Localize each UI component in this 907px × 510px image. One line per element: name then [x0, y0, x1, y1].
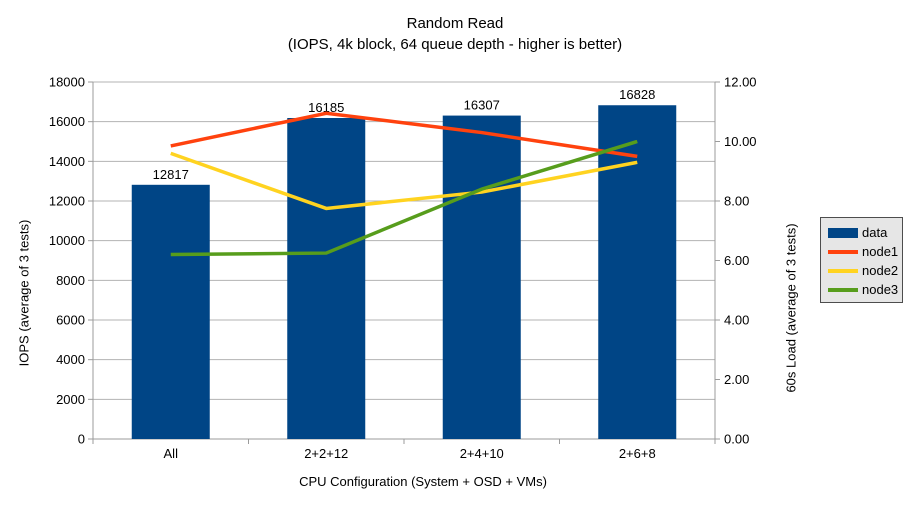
chart-title-line1: Random Read	[406, 15, 504, 32]
bar-2+2+12	[287, 117, 366, 439]
x-category-label: 2+6+8	[619, 446, 656, 461]
y-left-tick-label: 12000	[49, 194, 85, 209]
legend-swatch-node1-icon	[828, 249, 858, 254]
bar-2+4+10	[442, 115, 521, 440]
y-right-tick-label: 10.00	[724, 134, 757, 149]
series-line-node2	[170, 151, 638, 211]
bar-All	[131, 184, 210, 439]
legend-label-node1: node1	[862, 244, 899, 259]
legend-item-node2: node2	[828, 261, 902, 280]
chart-title: Random Read (IOPS, 4k block, 64 queue de…	[0, 13, 907, 55]
series-line-node1	[170, 111, 638, 159]
x-category-label: 2+4+10	[460, 446, 504, 461]
legend-label-node2: node2	[862, 263, 899, 278]
y-right-tick-label: 2.00	[724, 372, 749, 387]
y-left-tick-label: 6000	[56, 313, 85, 328]
legend-swatch-data-icon	[828, 227, 858, 238]
legend: data node1 node2 node3	[820, 217, 903, 303]
y-left-tick-label: 4000	[56, 352, 85, 367]
bar-2+6+8	[598, 105, 677, 440]
x-category-label: 2+2+12	[304, 446, 348, 461]
bar-data-label: 16185	[308, 100, 344, 115]
y-right-tick-label: 0.00	[724, 432, 749, 447]
y-left-tick-label: 2000	[56, 392, 85, 407]
y-left-tick-label: 8000	[56, 273, 85, 288]
y-axis-left-title: IOPS (average of 3 tests)	[16, 219, 32, 367]
y-left-tick-label: 14000	[49, 154, 85, 169]
chart-title-line2: (IOPS, 4k block, 64 queue depth - higher…	[287, 36, 623, 53]
y-left-tick-label: 0	[78, 432, 85, 447]
y-left-tick-label: 10000	[49, 233, 85, 248]
series-line-node3	[170, 139, 638, 257]
y-right-tick-label: 8.00	[724, 194, 749, 209]
legend-item-node3: node3	[828, 280, 902, 299]
x-category-label: All	[164, 446, 179, 461]
legend-swatch-node2-icon	[828, 268, 858, 273]
y-left-tick-label: 16000	[49, 114, 85, 129]
legend-label-data: data	[862, 225, 888, 240]
y-left-tick-label: 18000	[49, 75, 85, 90]
legend-label-node3: node3	[862, 282, 899, 297]
y-right-tick-label: 4.00	[724, 313, 749, 328]
y-axis-right-title: 60s Load (average of 3 tests)	[783, 223, 799, 393]
bar-data-label: 16307	[464, 98, 500, 113]
x-axis-title: CPU Configuration (System + OSD + VMs)	[299, 474, 547, 489]
y-right-tick-label: 12.00	[724, 75, 757, 90]
legend-item-data: data	[828, 223, 902, 242]
y-right-tick-label: 6.00	[724, 253, 749, 268]
bar-data-label: 12817	[153, 167, 189, 182]
legend-swatch-node3-icon	[828, 287, 858, 292]
legend-item-node1: node1	[828, 242, 902, 261]
bar-data-label: 16828	[619, 87, 655, 102]
